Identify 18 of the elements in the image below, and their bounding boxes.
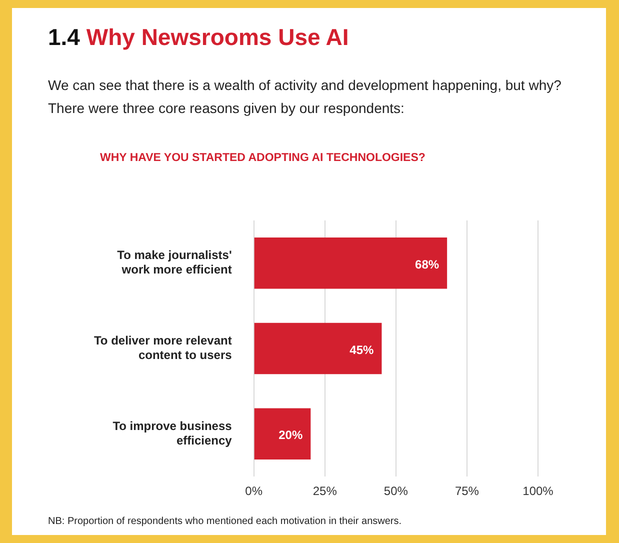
text: WHY HAVE YOU STARTED ADOPTING AI TECHNOLOGIES? <box>100 152 426 164</box>
x-tick-label: 50% <box>384 484 408 498</box>
y-tick-label: To make journalists' work more efficient <box>117 248 232 277</box>
text: NB: Proportion of respondents who mentioned each motivation in their answers. <box>48 516 402 527</box>
x-tick-label: 100% <box>522 484 554 498</box>
bar <box>254 322 382 374</box>
chart-title: 1.4 Why Newsrooms Use AI <box>48 24 349 51</box>
data-label: 20% <box>278 428 303 442</box>
y-tick-label: To deliver more relevant content to users <box>94 334 232 362</box>
bar <box>254 408 311 460</box>
x-tick-label: 75% <box>454 484 480 498</box>
x-tick-label: 0% <box>245 484 263 498</box>
bar <box>254 237 448 289</box>
chart-subtitle: We can see that there is a wealth of activity and development happening, but why? There were three core reasons given by our respondents: <box>48 76 562 118</box>
x-tick-label: 25% <box>312 484 338 498</box>
y-tick-label: To improve business efficiency <box>112 419 232 448</box>
data-label: 68% <box>415 257 440 272</box>
data-label: 45% <box>350 342 374 357</box>
